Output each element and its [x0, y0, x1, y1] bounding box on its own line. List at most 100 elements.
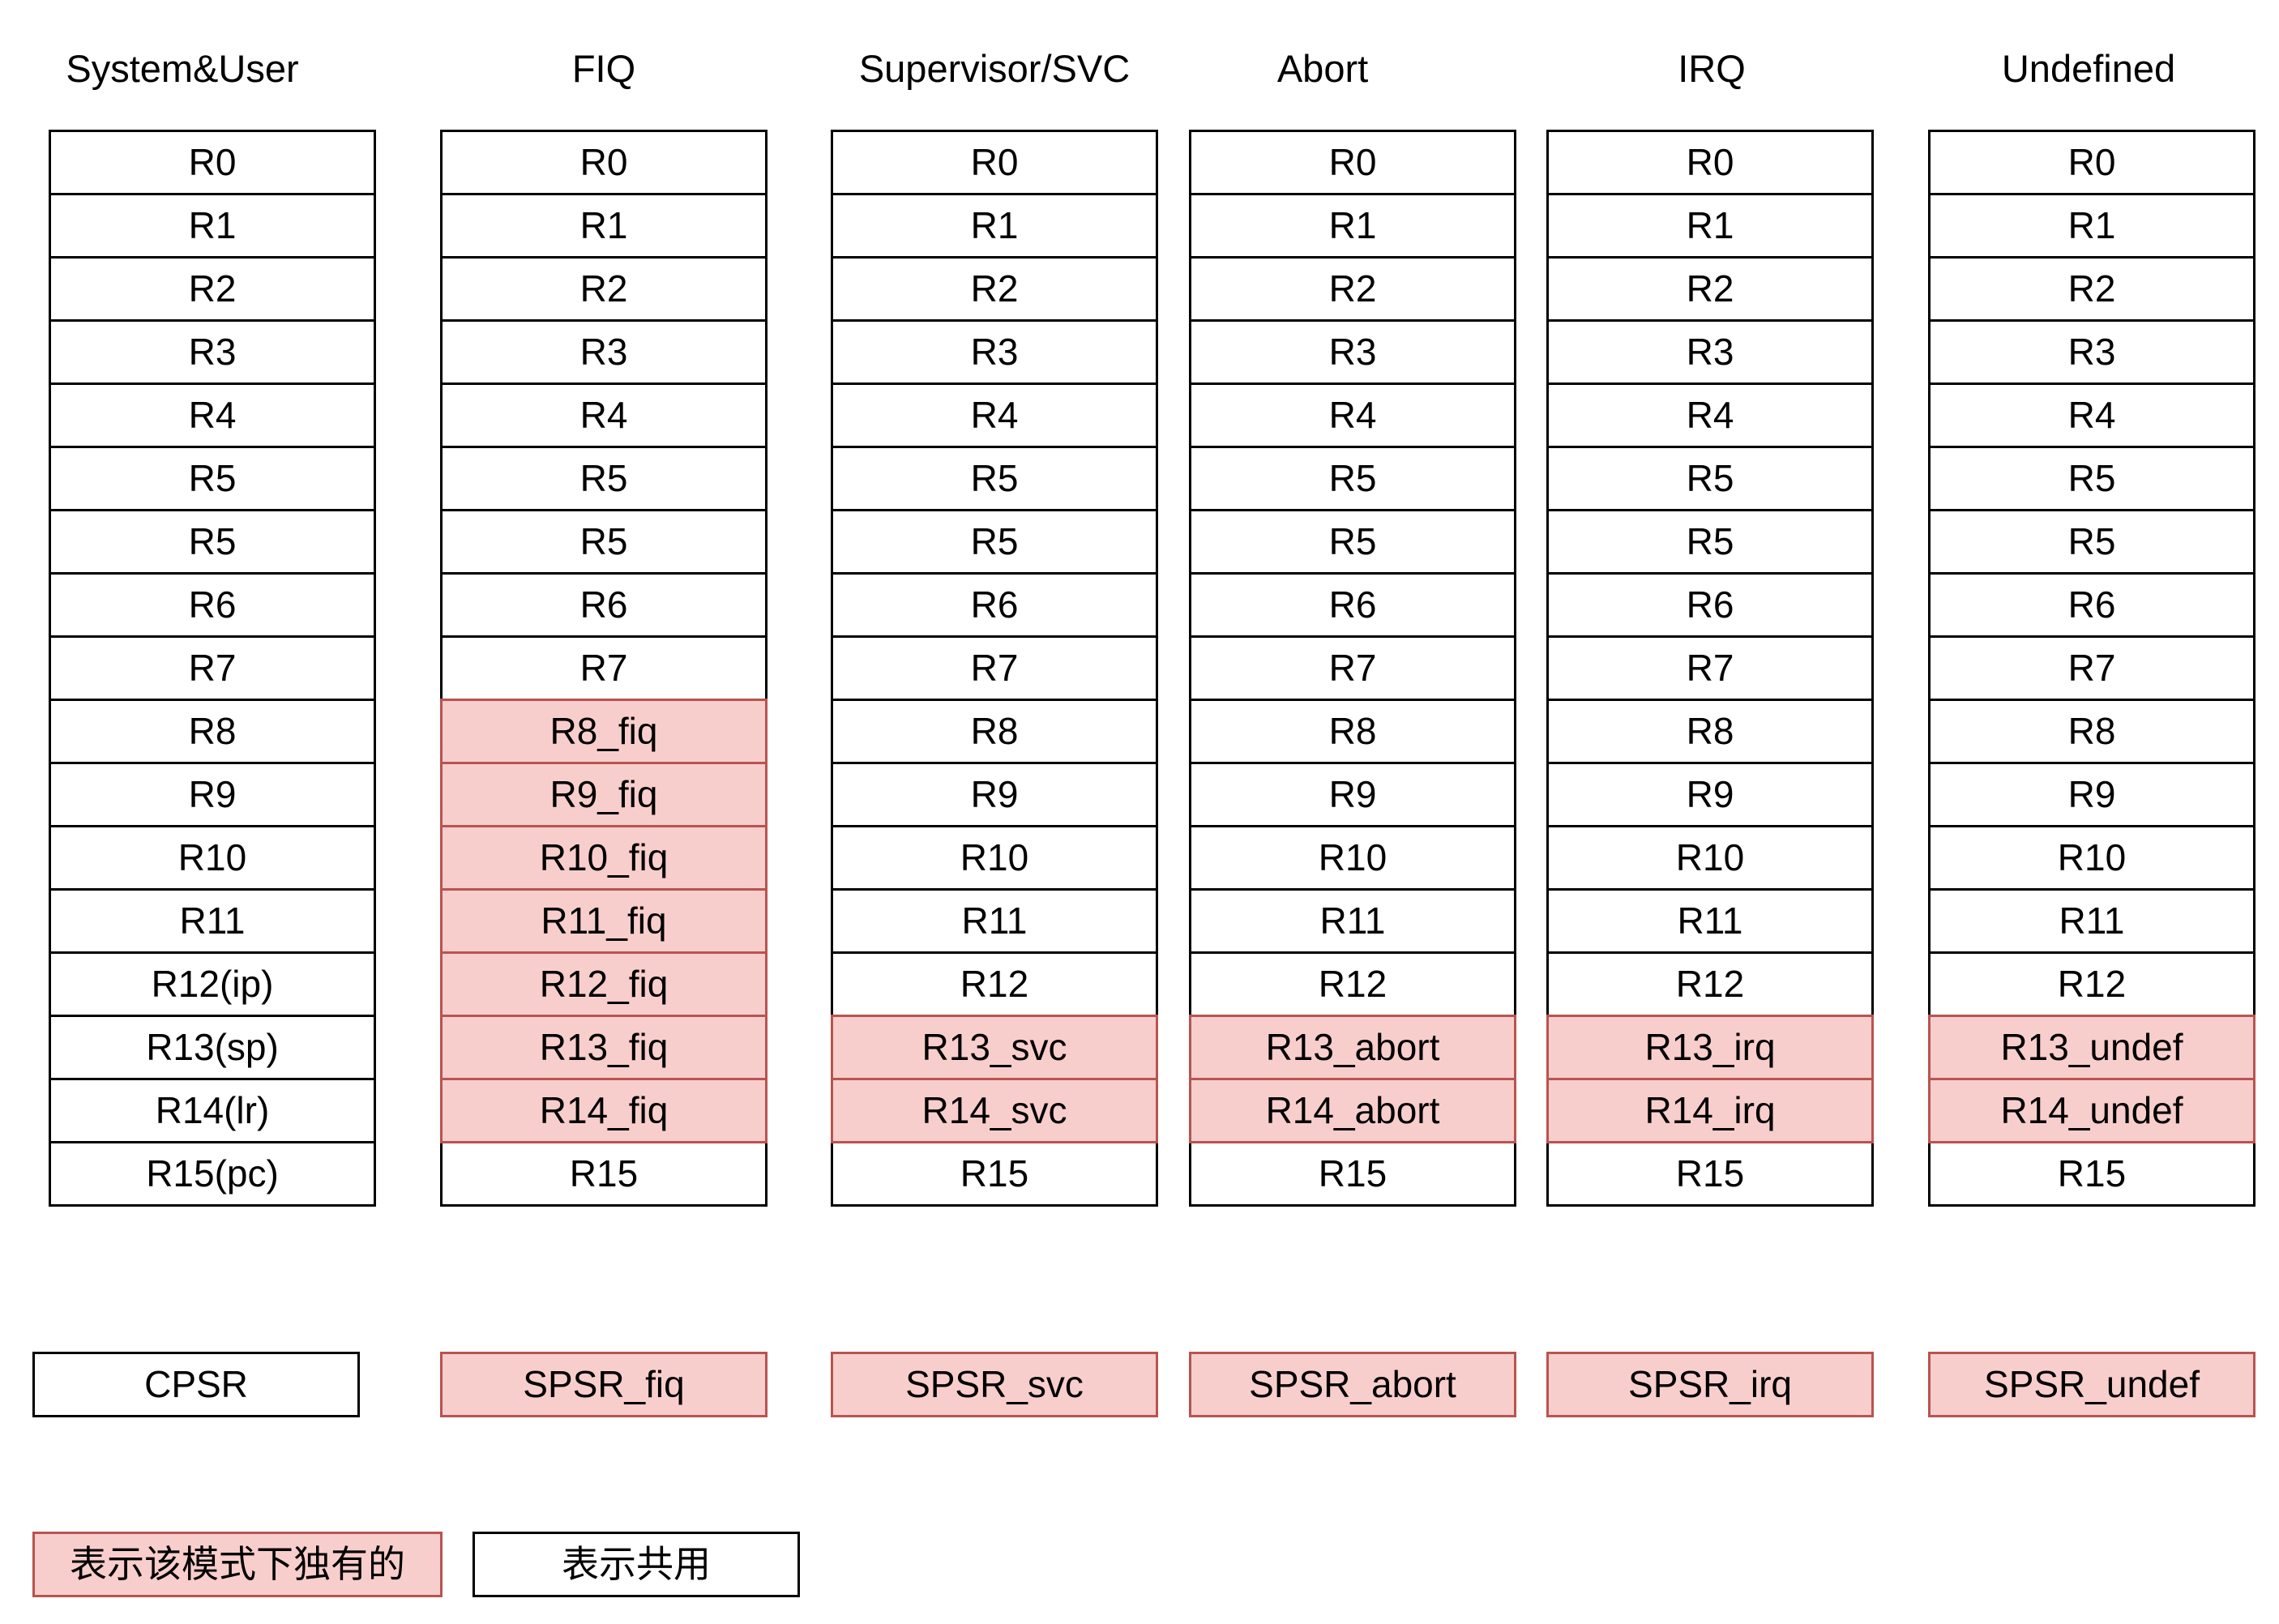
shared-register-cell: R13(sp) — [49, 1015, 376, 1080]
register-column-undefined: R0 R1 R2 R3 R4 R5 R5 R6 R7 R8 R9 R10 R11 R12 R13_undef… — [1928, 130, 2255, 1207]
banked-register-cell: R10_fiq — [440, 825, 768, 891]
shared-register-cell: R12 — [1546, 951, 1874, 1017]
shared-register-cell: R7 — [440, 635, 768, 701]
shared-register-cell: R8 — [831, 699, 1158, 764]
shared-register-cell: R4 — [1928, 382, 2255, 448]
banked-register-cell: R9_fiq — [440, 762, 768, 827]
register-column-system-user: R0 R1 R2 R3 R4 R5 R5 R6 R7 R8 R9 R10 R11 R12(ip) R13(s… — [49, 130, 376, 1207]
shared-register-cell: R12 — [831, 951, 1158, 1017]
shared-register-cell: R2 — [831, 256, 1158, 322]
legend-shared: 表示共用 — [472, 1532, 800, 1597]
shared-register-cell: R11 — [49, 888, 376, 954]
shared-register-cell: R6 — [49, 572, 376, 638]
shared-register-cell: R1 — [440, 193, 768, 259]
shared-register-cell: R3 — [831, 319, 1158, 385]
shared-register-cell: R2 — [1928, 256, 2255, 322]
shared-register-cell: R9 — [1928, 762, 2255, 827]
shared-register-cell: R1 — [831, 193, 1158, 259]
shared-register-cell: R1 — [1546, 193, 1874, 259]
shared-register-cell: R15 — [831, 1141, 1158, 1207]
register-column-svc: R0 R1 R2 R3 R4 R5 R5 R6 R7 R8 R9 R10 R11 R12 R13_svc R1… — [831, 130, 1158, 1207]
shared-register-cell: R2 — [49, 256, 376, 322]
shared-register-cell: R10 — [1546, 825, 1874, 891]
shared-register-cell: R5 — [1928, 509, 2255, 575]
shared-register-cell: R8 — [1189, 699, 1516, 764]
register-column-abort: R0 R1 R2 R3 R4 R5 R5 R6 R7 R8 R9 R10 R11 R12 R13_abort… — [1189, 130, 1516, 1207]
shared-register-cell: R0 — [1546, 130, 1874, 195]
psr-abort: SPSR_abort — [1189, 1352, 1516, 1417]
mode-title-system-user: System&User — [66, 47, 299, 90]
shared-register-cell: R11 — [831, 888, 1158, 954]
shared-register-cell: R12 — [1189, 951, 1516, 1017]
shared-register-cell: R9 — [831, 762, 1158, 827]
banked-register-cell: R13_undef — [1928, 1015, 2255, 1080]
shared-register-cell: R15 — [1928, 1141, 2255, 1207]
banked-register-cell: R13_irq — [1546, 1015, 1874, 1080]
shared-register-cell: R9 — [1546, 762, 1874, 827]
shared-register-cell: R10 — [831, 825, 1158, 891]
shared-register-cell: R1 — [1189, 193, 1516, 259]
banked-register-cell: R8_fiq — [440, 699, 768, 764]
shared-register-cell: R4 — [49, 382, 376, 448]
psr-svc: SPSR_svc — [831, 1352, 1158, 1417]
shared-register-cell: R8 — [49, 699, 376, 764]
shared-register-cell: R6 — [1189, 572, 1516, 638]
shared-register-cell: R3 — [1189, 319, 1516, 385]
shared-register-cell: R1 — [49, 193, 376, 259]
shared-register-cell: R7 — [831, 635, 1158, 701]
psr-irq: SPSR_irq — [1546, 1352, 1874, 1417]
shared-register-cell: R4 — [1189, 382, 1516, 448]
shared-register-cell: R10 — [49, 825, 376, 891]
shared-register-cell: R4 — [1546, 382, 1874, 448]
banked-register-cell: R14_fiq — [440, 1078, 768, 1143]
shared-register-cell: R15 — [1546, 1141, 1874, 1207]
banked-register-cell: R13_svc — [831, 1015, 1158, 1080]
shared-register-cell: R14(lr) — [49, 1078, 376, 1143]
shared-register-cell: R2 — [1189, 256, 1516, 322]
shared-register-cell: R0 — [1189, 130, 1516, 195]
shared-register-cell: R15 — [1189, 1141, 1516, 1207]
register-column-irq: R0 R1 R2 R3 R4 R5 R5 R6 R7 R8 R9 R10 R11 R12 R13_irq R1… — [1546, 130, 1874, 1207]
shared-register-cell: R5 — [440, 446, 768, 511]
shared-register-cell: R9 — [1189, 762, 1516, 827]
shared-register-cell: R10 — [1928, 825, 2255, 891]
shared-register-cell: R0 — [440, 130, 768, 195]
shared-register-cell: R11 — [1928, 888, 2255, 954]
shared-register-cell: R7 — [49, 635, 376, 701]
shared-register-cell: R15(pc) — [49, 1141, 376, 1207]
shared-register-cell: R5 — [831, 509, 1158, 575]
shared-register-cell: R6 — [831, 572, 1158, 638]
mode-title-irq: IRQ — [1678, 47, 1746, 90]
shared-register-cell: R5 — [1189, 509, 1516, 575]
shared-register-cell: R15 — [440, 1141, 768, 1207]
banked-register-cell: R13_fiq — [440, 1015, 768, 1080]
banked-register-cell: R12_fiq — [440, 951, 768, 1017]
shared-register-cell: R11 — [1189, 888, 1516, 954]
psr-fiq: SPSR_fiq — [440, 1352, 768, 1417]
shared-register-cell: R7 — [1546, 635, 1874, 701]
shared-register-cell: R5 — [440, 509, 768, 575]
shared-register-cell: R5 — [1928, 446, 2255, 511]
shared-register-cell: R7 — [1189, 635, 1516, 701]
shared-register-cell: R5 — [1546, 509, 1874, 575]
shared-register-cell: R7 — [1928, 635, 2255, 701]
register-column-fiq: R0 R1 R2 R3 R4 R5 R5 R6 R7 R8_fiq R9_fiq R10_fiq R11… — [440, 130, 768, 1207]
shared-register-cell: R5 — [49, 509, 376, 575]
shared-register-cell: R12(ip) — [49, 951, 376, 1017]
banked-register-cell: R14_svc — [831, 1078, 1158, 1143]
mode-title-svc: Supervisor/SVC — [858, 47, 1131, 90]
shared-register-cell: R12 — [1928, 951, 2255, 1017]
mode-title-abort: Abort — [1276, 47, 1369, 90]
shared-register-cell: R3 — [49, 319, 376, 385]
banked-register-cell: R14_undef — [1928, 1078, 2255, 1143]
shared-register-cell: R0 — [831, 130, 1158, 195]
shared-register-cell: R2 — [440, 256, 768, 322]
banked-register-cell: R11_fiq — [440, 888, 768, 954]
shared-register-cell: R10 — [1189, 825, 1516, 891]
shared-register-cell: R8 — [1546, 699, 1874, 764]
shared-register-cell: R3 — [440, 319, 768, 385]
legend-banked: 表示该模式下独有的 — [32, 1532, 443, 1597]
shared-register-cell: R6 — [1546, 572, 1874, 638]
shared-register-cell: R4 — [440, 382, 768, 448]
